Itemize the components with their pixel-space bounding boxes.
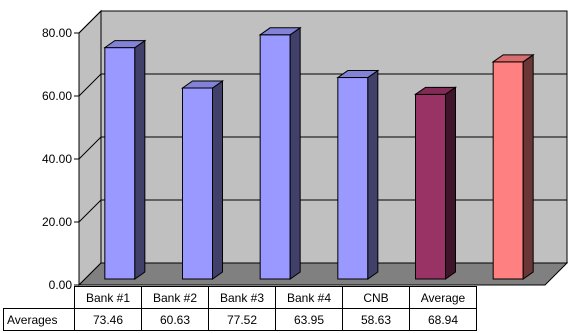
data-table-value: 58.63 [342, 308, 410, 331]
data-table-category: CNB [342, 286, 410, 309]
bar-top [413, 86, 458, 95]
gridline [78, 199, 567, 223]
data-table-category: Bank #1 [74, 286, 142, 309]
bar [336, 69, 380, 280]
bar [103, 39, 147, 280]
data-table-corner [4, 287, 75, 309]
bar-front [415, 93, 446, 280]
bars [103, 26, 535, 280]
bar [258, 26, 302, 280]
bar-side [522, 53, 534, 280]
y-tick-label: 0.00 [49, 278, 73, 292]
y-tick-label: 40.00 [42, 152, 72, 166]
gridline [78, 10, 567, 34]
data-table-values-row: Averages 73.46 60.63 77.52 63.95 58.63 6… [3, 308, 477, 331]
bar-top [336, 70, 380, 79]
bar-front [259, 34, 291, 280]
data-table: Bank #1 Bank #2 Bank #3 Bank #4 CNB Aver… [3, 286, 477, 331]
gridline [78, 136, 567, 160]
data-table-row-label: Averages [3, 308, 75, 331]
data-table-value: 68.94 [409, 308, 477, 331]
y-tick-label: 60.00 [42, 89, 72, 103]
y-tick-label: 20.00 [42, 215, 72, 229]
bar-side [445, 86, 456, 280]
data-table-value: 63.95 [275, 308, 343, 331]
bar-top [180, 80, 225, 89]
bar-top [103, 40, 147, 49]
bar-front [337, 77, 369, 280]
bar [180, 80, 225, 280]
data-table-value: 73.46 [74, 308, 142, 331]
data-table-value: 60.63 [141, 308, 209, 331]
bar-side [367, 69, 379, 280]
y-axis-ticks: 0.00 20.00 40.00 60.00 80.00 [42, 26, 80, 292]
bar [491, 53, 535, 280]
bar-top [491, 54, 535, 63]
data-table-category: Bank #4 [275, 286, 343, 309]
bar-front [492, 61, 524, 280]
gridlines [78, 10, 567, 223]
data-table-category: Bank #2 [141, 286, 209, 309]
data-table-value: 77.52 [208, 308, 276, 331]
bar [413, 86, 458, 280]
bar-front [182, 87, 213, 280]
bar-side [134, 39, 146, 280]
gridline [78, 73, 567, 97]
bar-front [104, 47, 136, 280]
data-table-category: Average [409, 286, 477, 309]
bar-top [258, 27, 302, 36]
bar-side [289, 26, 301, 280]
bar-side [212, 80, 223, 280]
data-table-header-row: Bank #1 Bank #2 Bank #3 Bank #4 CNB Aver… [4, 286, 477, 309]
y-tick-label: 80.00 [42, 26, 72, 40]
data-table-category: Bank #3 [208, 286, 276, 309]
